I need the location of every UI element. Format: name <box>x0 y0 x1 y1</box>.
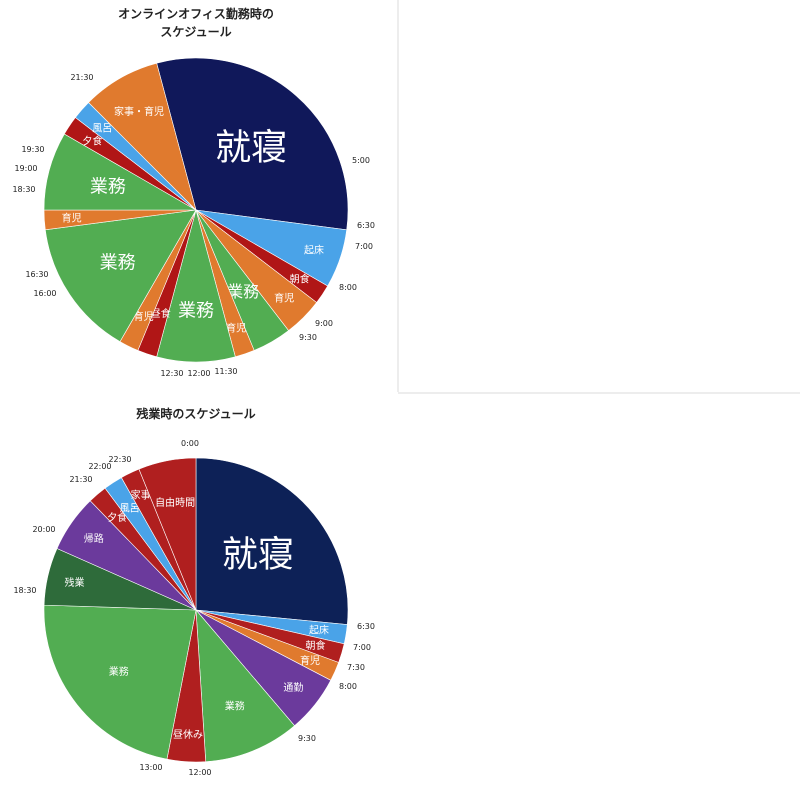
pie-chart-regular-leave: 定時退社時のスケジュール就寝起床朝食育児通勤業務昼休み業務帰路夕食風呂家事自由時… <box>400 0 800 392</box>
slice-label: 業務 <box>109 665 129 678</box>
slice-label: 帰路 <box>84 532 104 545</box>
time-label: 22:00 <box>88 462 111 471</box>
slice-label: 昼食 <box>151 307 171 320</box>
time-label: 6:30 <box>357 622 375 631</box>
time-label: 13:00 <box>139 763 162 772</box>
slice-label: 育児 <box>62 212 82 225</box>
slice-label: 昼休み <box>173 729 203 741</box>
panel-divider-vertical <box>397 0 399 392</box>
slice-label: 育児 <box>300 654 320 667</box>
pie-slice <box>138 457 197 611</box>
slice-label: 朝食 <box>290 273 310 286</box>
pie-chart-online-office: オンラインオフィス勤務時のスケジュール就寝起床朝食育児業務育児業務昼食育児業務育… <box>12 6 375 378</box>
chart-panel-online-office: オンラインオフィス勤務時の スケジュール 就寝 起床 朝食 育児 業務 育児 業務 昼食 育児 業務育… <box>0 0 396 392</box>
chart-title: オンラインオフィス勤務時の <box>118 6 274 21</box>
time-label: 9:00 <box>315 319 333 328</box>
pie-chart-overtime: 残業時のスケジュール就寝起床朝食育児通勤業務昼休み業務残業帰路夕食風呂家事自由時… <box>13 406 375 777</box>
time-label: 12:00 <box>187 369 210 378</box>
panel-divider-horizontal <box>398 392 800 394</box>
time-label: 16:00 <box>33 289 56 298</box>
time-label: 11:30 <box>214 367 237 376</box>
slice-label: 育児 <box>226 322 246 335</box>
time-label: 9:30 <box>299 333 317 342</box>
slice-label: 通勤 <box>283 681 303 694</box>
slice-label: 家事・育児 <box>114 105 164 118</box>
chart-panel-overtime: 残業時のスケジュール 就寝 起床 朝食 育児 通勤 業務 昼休み 業務 残業 帰路 夕食 風呂 家事 自由時… <box>0 400 396 792</box>
slice-label: 朝食 <box>306 639 326 652</box>
slice-label: 残業 <box>65 576 85 589</box>
time-label: 20:00 <box>32 525 55 534</box>
slice-label: 業務 <box>227 282 259 301</box>
time-label: 18:30 <box>12 185 35 194</box>
time-label: 19:30 <box>21 145 44 154</box>
pie-slice <box>156 57 349 231</box>
time-label: 9:30 <box>298 734 316 743</box>
slice-label: 育児 <box>134 310 154 323</box>
time-label: 7:30 <box>347 663 365 672</box>
slice-label: 家事 <box>131 489 151 502</box>
slice-label: 自由時間 <box>155 496 195 509</box>
time-label: 12:00 <box>188 768 211 777</box>
slice-label: 風呂 <box>120 503 140 515</box>
chart-title: スケジュール <box>160 25 231 39</box>
slice-label: 就寝 <box>222 534 294 575</box>
slice-label: 夕食 <box>82 134 102 147</box>
time-label: 16:30 <box>25 270 48 279</box>
pie-slice <box>195 609 295 763</box>
slice-label: 業務 <box>225 699 245 712</box>
pie-slice <box>44 209 197 343</box>
time-label: 7:00 <box>353 643 371 652</box>
time-label: 6:30 <box>357 221 375 230</box>
pie-slice <box>195 457 349 625</box>
time-label: 0:00 <box>181 439 199 448</box>
time-label: 22:30 <box>108 455 131 464</box>
time-label: 5:00 <box>352 156 370 165</box>
time-label: 7:00 <box>355 242 373 251</box>
slice-label: 業務 <box>100 253 136 274</box>
slice-label: 風呂 <box>92 122 112 134</box>
time-label: 8:00 <box>339 283 357 292</box>
slice-label: 起床 <box>309 623 329 636</box>
slice-label: 起床 <box>304 244 324 257</box>
slice-label: 就寝 <box>215 128 287 169</box>
chart-title: 残業時のスケジュール <box>136 406 255 421</box>
slice-label: 育児 <box>274 292 294 305</box>
pie-slice <box>88 62 197 212</box>
time-label: 12:30 <box>160 369 183 378</box>
chart-panel-regular-leave: 定時退社時のスケジュール就寝起床朝食育児通勤業務昼休み業務帰路夕食風呂家事自由時… <box>400 0 800 392</box>
time-label: 21:30 <box>69 475 92 484</box>
pie-slice <box>43 604 197 760</box>
time-label: 18:30 <box>13 586 36 595</box>
slice-label: 業務 <box>178 301 214 322</box>
slice-label: 夕食 <box>107 511 127 524</box>
slice-label: 業務 <box>90 177 126 198</box>
time-label: 8:00 <box>339 682 357 691</box>
time-label: 21:30 <box>70 73 93 82</box>
time-label: 19:00 <box>14 164 37 173</box>
